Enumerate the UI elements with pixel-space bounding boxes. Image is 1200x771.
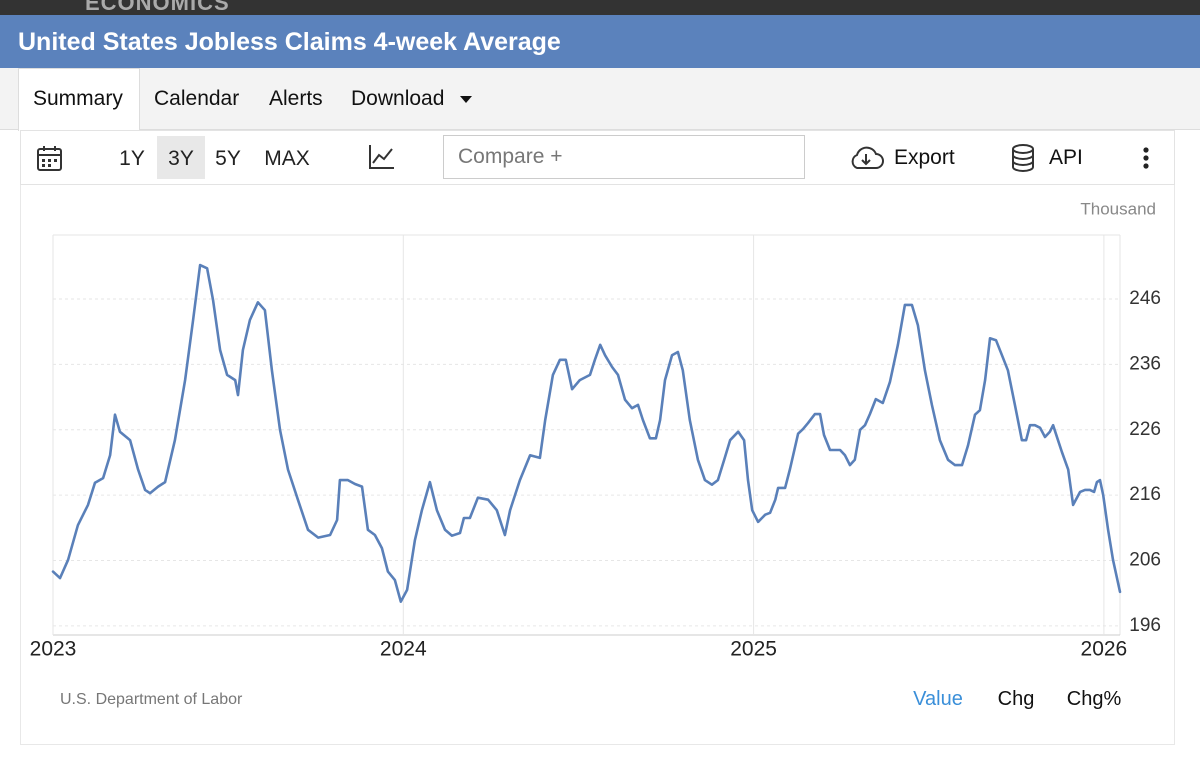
tab-bar: Summary Calendar Alerts Download xyxy=(0,68,1200,131)
more-menu[interactable] xyxy=(1140,146,1152,170)
tab[interactable]: Alerts xyxy=(269,87,323,110)
calendar-icon[interactable] xyxy=(36,144,64,172)
range-button[interactable]: 5Y xyxy=(215,147,241,170)
api-button[interactable]: API xyxy=(1049,146,1083,169)
active-tab-background xyxy=(18,68,140,131)
export-icon[interactable] xyxy=(848,145,884,171)
page-title: United States Jobless Claims 4-week Aver… xyxy=(18,28,561,56)
tab[interactable]: Download xyxy=(351,87,445,110)
tab[interactable]: Calendar xyxy=(154,87,240,110)
view-mode[interactable]: Value xyxy=(913,688,963,710)
range-button[interactable]: MAX xyxy=(264,147,310,170)
view-mode[interactable]: Chg% xyxy=(1066,688,1122,710)
toolbar xyxy=(20,130,1175,185)
active-range-background xyxy=(157,136,205,179)
chart-panel xyxy=(20,185,1175,745)
dropdown-caret[interactable] xyxy=(459,95,473,105)
top-bar: ECONOMICS xyxy=(0,0,1200,15)
tab[interactable]: Summary xyxy=(33,87,123,110)
chart-type-icon[interactable] xyxy=(368,143,396,171)
range-button[interactable]: 1Y xyxy=(119,147,145,170)
compare-input[interactable]: Compare + xyxy=(443,135,805,179)
header: United States Jobless Claims 4-week Aver… xyxy=(0,15,1200,68)
view-mode[interactable]: Chg xyxy=(997,688,1035,710)
range-button[interactable]: 3Y xyxy=(168,147,194,170)
api-icon[interactable] xyxy=(1010,143,1036,173)
brand: ECONOMICS xyxy=(85,0,230,15)
export-button[interactable]: Export xyxy=(894,146,955,169)
